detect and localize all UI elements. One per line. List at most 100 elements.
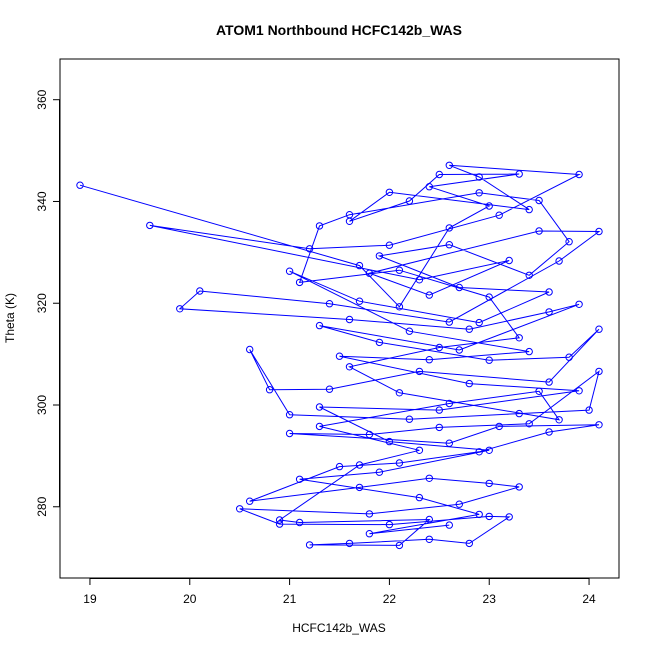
data-point [285, 411, 294, 419]
data-point [515, 483, 523, 491]
data-point [405, 327, 414, 335]
data-point [575, 300, 583, 308]
chart-title: ATOM1 Northbound HCFC142b_WAS [216, 22, 462, 38]
data-point [485, 293, 493, 301]
data-point [585, 406, 593, 414]
data-point [345, 539, 354, 548]
data-point [295, 278, 304, 287]
data-point [515, 170, 523, 178]
data-point [275, 520, 284, 528]
data-point [525, 205, 533, 214]
data-point [385, 241, 394, 249]
data-point [355, 483, 364, 492]
data-point [515, 409, 523, 418]
data-point [455, 346, 463, 354]
data-point [515, 334, 523, 342]
data-point [465, 379, 473, 388]
x-tick-label: 24 [582, 592, 596, 606]
data-point [545, 288, 553, 296]
data-point [595, 367, 603, 376]
data-point [315, 403, 324, 411]
data-point [475, 318, 483, 327]
data-point [475, 510, 483, 519]
data-point [345, 363, 354, 371]
data-point [176, 305, 184, 313]
data-point [305, 245, 314, 253]
data-point [385, 520, 394, 529]
data-point [435, 406, 443, 414]
data-point [575, 387, 583, 395]
series-line [79, 164, 601, 546]
data-point [475, 173, 483, 181]
data-point [285, 267, 294, 275]
y-tick-label: 320 [35, 293, 49, 313]
data-point [525, 420, 533, 428]
data-point [565, 238, 573, 246]
data-point [485, 479, 493, 488]
data-point [565, 353, 573, 361]
data-point [485, 446, 493, 454]
data-point [415, 493, 424, 502]
data-point [545, 308, 553, 316]
data-point [146, 221, 154, 230]
data-point [395, 303, 404, 311]
y-tick-label: 280 [35, 496, 49, 516]
y-axis-label: Theta (K) [3, 293, 17, 343]
data-point [355, 297, 364, 305]
data-point [495, 422, 503, 431]
data-point [355, 461, 364, 469]
data-point [445, 439, 453, 447]
y-tick-label: 360 [35, 89, 49, 109]
data-point [285, 429, 294, 438]
series-points [76, 161, 603, 550]
data-point [525, 347, 533, 356]
data-point [445, 399, 453, 408]
data-point [405, 415, 414, 423]
data-point [475, 189, 483, 197]
data-point [315, 422, 324, 431]
data-point [345, 315, 354, 324]
data-point [385, 188, 394, 197]
data-point [315, 321, 324, 330]
data-point [455, 500, 463, 508]
data-point [465, 539, 473, 548]
data-point [425, 291, 433, 299]
data-point [385, 437, 394, 446]
data-point [365, 269, 374, 277]
data-point [445, 161, 453, 170]
data-point [395, 389, 404, 397]
data-point [325, 385, 334, 393]
data-point [475, 448, 483, 456]
data-point [555, 257, 563, 265]
data-point [435, 343, 443, 352]
data-point [375, 338, 384, 347]
y-tick-label: 340 [35, 191, 49, 211]
data-point [485, 202, 493, 210]
data-point [535, 387, 543, 395]
x-tick-label: 20 [183, 592, 197, 606]
x-tick-label: 21 [283, 592, 297, 606]
data-point [545, 428, 553, 436]
data-point [415, 446, 424, 454]
x-axis-label: HCFC142b_WAS [292, 621, 386, 635]
x-tick-label: 22 [383, 592, 397, 606]
data-point [305, 541, 314, 549]
data-point [525, 271, 533, 279]
data-point [595, 421, 603, 429]
data-point [395, 459, 404, 467]
data-point [485, 356, 493, 364]
data-point [535, 227, 543, 235]
data-point [196, 287, 204, 295]
data-point [295, 475, 304, 483]
data-point [415, 276, 424, 284]
data-point [335, 352, 344, 360]
data-point [445, 318, 453, 326]
data-point [555, 416, 563, 424]
data-point [246, 345, 254, 354]
data-point [435, 423, 443, 432]
data-point [425, 515, 433, 524]
data-point [395, 266, 404, 274]
data-point [425, 474, 433, 482]
